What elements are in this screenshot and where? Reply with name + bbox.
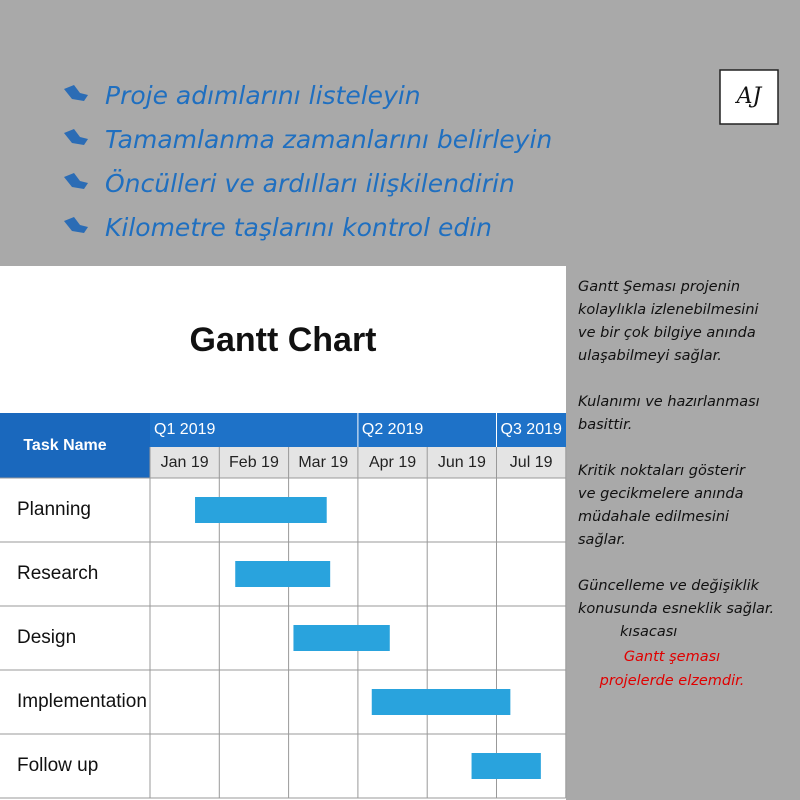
task-label: Planning xyxy=(17,499,91,520)
side-text: ve bir çok bilgiye anında xyxy=(578,325,756,341)
gantt-bar xyxy=(195,497,327,523)
task-header-cell xyxy=(0,413,150,478)
task-label: Implementation xyxy=(17,691,147,712)
side-text: Kulanımı ve hazırlanması xyxy=(578,394,760,410)
chart-title: Gantt Chart xyxy=(190,321,377,359)
bullet-icon xyxy=(64,85,88,101)
month-label: Apr 19 xyxy=(369,454,416,471)
gantt-bar xyxy=(293,625,390,651)
logo: AJ xyxy=(735,84,763,109)
gantt-bar xyxy=(235,561,331,587)
side-text: basittir. xyxy=(578,417,632,433)
side-text: kolaylıkla izlenebilmesini xyxy=(578,302,759,318)
side-text: Gantt Şeması projenin xyxy=(578,279,740,295)
task-header: Task Name xyxy=(23,437,106,454)
bullet-text: Kilometre taşlarını kontrol edin xyxy=(105,213,492,242)
side-text: müdahale edilmesini xyxy=(578,509,729,525)
gantt-bar xyxy=(371,689,511,715)
side-text: ulaşabilmeyi sağlar. xyxy=(578,348,722,364)
conclusion-text: Gantt şeması xyxy=(624,649,720,665)
bullet-text: Öncülleri ve ardılları ilişkilendirin xyxy=(105,169,515,198)
side-text: Kritik noktaları gösterir xyxy=(578,463,746,479)
summary-text: kısacası xyxy=(620,624,677,640)
month-label: Mar 19 xyxy=(298,454,348,471)
bullet-text: Tamamlanma zamanlarını belirleyin xyxy=(105,125,552,154)
gantt-bar xyxy=(471,753,541,779)
bullet-icon xyxy=(64,129,88,145)
month-label: Jul 19 xyxy=(510,454,553,471)
bullet-icon xyxy=(64,217,88,233)
quarter-label: Q1 2019 xyxy=(154,421,215,438)
side-text: konusunda esneklik sağlar. xyxy=(578,601,774,617)
month-label: Jan 19 xyxy=(161,454,209,471)
task-label: Research xyxy=(17,563,98,584)
task-label: Follow up xyxy=(17,755,98,776)
quarter-label: Q3 2019 xyxy=(501,421,562,438)
month-label: Feb 19 xyxy=(229,454,279,471)
quarter-label: Q2 2019 xyxy=(362,421,423,438)
task-label: Design xyxy=(17,627,76,648)
month-label: Jun 19 xyxy=(438,454,486,471)
bullet-text: Proje adımlarını listeleyin xyxy=(105,81,421,110)
bullet-icon xyxy=(64,173,88,189)
logo-box xyxy=(719,69,779,125)
conclusion-text: projelerde elzemdir. xyxy=(599,673,745,689)
side-text: sağlar. xyxy=(578,532,626,548)
side-text: ve gecikmelere anında xyxy=(578,486,744,502)
side-text: Güncelleme ve değişiklik xyxy=(578,578,760,594)
